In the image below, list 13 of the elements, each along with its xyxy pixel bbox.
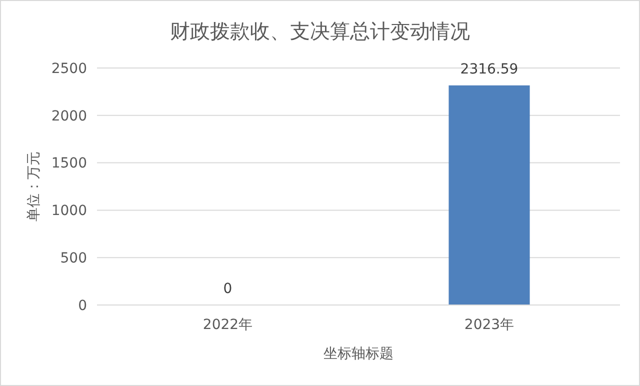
y-tick-label: 0: [78, 298, 87, 314]
x-tick-label: 2022年: [202, 317, 253, 333]
y-tick-label: 500: [60, 250, 87, 266]
data-label: 2316.59: [460, 61, 518, 78]
y-tick-label: 1500: [51, 156, 87, 172]
y-tick-label: 2000: [51, 108, 87, 124]
x-tick-label: 2023年: [464, 317, 514, 333]
y-tick-label: 2500: [51, 60, 87, 77]
chart-title: 财政拨款收、支决算总计变动情况: [170, 19, 470, 43]
y-tick-label: 1000: [51, 203, 87, 220]
data-label: 0: [223, 281, 232, 297]
x-axis-title: 坐标轴标题: [324, 346, 394, 362]
y-axis-title: 单位：万元: [26, 152, 42, 222]
